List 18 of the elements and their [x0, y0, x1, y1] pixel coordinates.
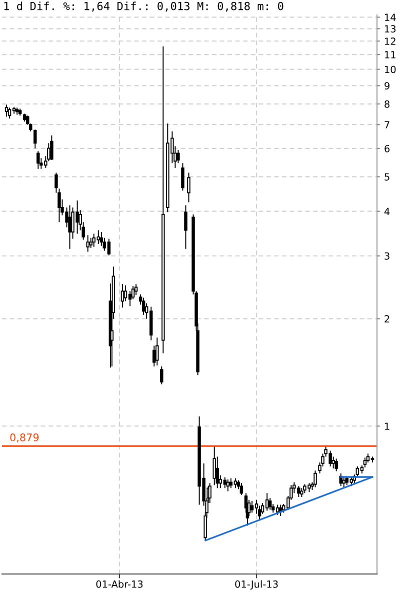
y-tick-label: 2 [384, 315, 390, 322]
y-tick-label: 1 [385, 422, 390, 430]
y-tick-label: 7 [384, 121, 390, 128]
y-tick-label: 14 [385, 14, 396, 21]
x-tick-label: 01-Abr-13 [96, 580, 143, 588]
ref-line-label: 0,879 [10, 433, 39, 442]
y-tick-label: 12 [385, 38, 396, 45]
y-tick-label: 8 [384, 100, 390, 108]
y-tick-label: 9 [384, 82, 390, 90]
y-tick-label: 10 [385, 66, 396, 74]
y-tick-label: 6 [384, 144, 390, 152]
y-tick-label: 5 [384, 173, 390, 181]
chart-title: 1 d Dif. %: 1,64 Dif.: 0,013 M: 0,818 m: 0 [4, 2, 284, 12]
y-tick-label: 3 [384, 252, 390, 260]
x-tick-label: 01-Jul-13 [235, 580, 278, 590]
y-tick-label: 4 [384, 208, 390, 215]
y-tick-label: 13 [385, 25, 396, 33]
y-tick-label: 11 [385, 51, 396, 58]
